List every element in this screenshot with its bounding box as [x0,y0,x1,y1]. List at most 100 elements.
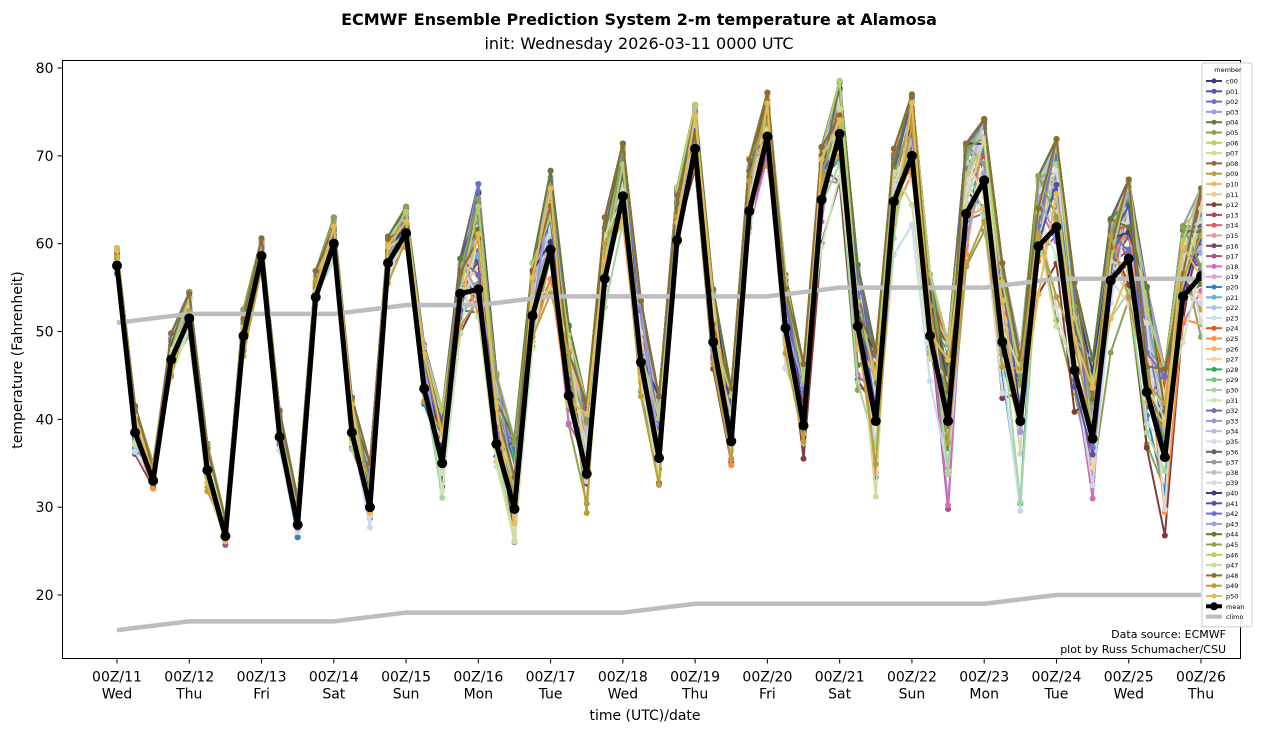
x-tick-label: 00Z/15 [381,670,431,686]
legend-entry-p13: p13 [1206,211,1238,219]
member-point [854,379,861,386]
member-point [1089,451,1096,458]
member-point [1017,365,1024,372]
member-point [330,214,337,221]
member-point [294,534,301,541]
legend-entry-p23: p23 [1206,314,1238,322]
mean-point [672,235,683,246]
legend-label: p39 [1226,479,1238,487]
y-tick-label: 70 [36,149,54,165]
legend-label: p24 [1226,325,1238,333]
legend-marker [1211,78,1217,84]
member-point [619,140,626,147]
legend-marker [1211,171,1217,177]
legend-entry-climo: climo [1206,613,1244,621]
legend-label: p34 [1226,428,1238,436]
mean-point [328,238,339,249]
y-tick-label: 30 [36,500,54,516]
member-point [999,297,1006,304]
legend-label: p21 [1226,294,1238,302]
x-tick-day-label: Sun [899,687,926,703]
member-point [132,448,139,455]
legend-entry-p36: p36 [1206,448,1238,456]
mean-point [491,438,502,449]
legend-label: p38 [1226,469,1238,477]
legend-label: p18 [1226,263,1238,271]
legend-label: p49 [1226,582,1238,590]
x-axis-label: time (UTC)/date [589,708,700,724]
legend-label: mean [1226,603,1244,611]
member-point [656,482,662,489]
legend-entry-p29: p29 [1206,376,1238,384]
data-source-note: Data source: ECMWF [1111,628,1226,641]
member-point [1179,223,1186,230]
member-point [1143,283,1150,290]
member-point [1089,356,1096,363]
legend-label: p42 [1226,510,1238,518]
member-point [1089,396,1096,403]
member-point [511,520,518,527]
member-point [1179,237,1186,244]
member-point [818,144,825,151]
legend: member c00 p01 p02 p03 p04 p05 p06 p07 p08 p09 p10 p… [1201,62,1253,628]
member-point [728,462,735,469]
member-point [1089,464,1096,471]
legend-label: p26 [1226,345,1238,353]
legend-entry-p35: p35 [1206,438,1238,446]
legend-entry-p18: p18 [1206,263,1238,271]
member-point [836,105,843,112]
legend-marker [1211,439,1217,444]
member-point [999,395,1006,402]
member-point [818,156,825,163]
member-point [927,378,933,385]
member-point [908,99,915,106]
member-point [1017,507,1024,514]
member-point [475,231,482,238]
mean-point [1177,291,1188,302]
member-point [1017,428,1024,435]
legend-entry-p15: p15 [1206,232,1238,240]
member-point [1035,230,1042,237]
member-point [746,156,753,163]
legend-label: p47 [1226,562,1238,570]
legend-marker [1211,480,1217,486]
y-axis-label: temperature (Fahrenheit) [10,271,26,448]
mean-point [166,354,177,365]
x-tick-label: 00Z/12 [164,670,214,686]
legend-entry-p08: p08 [1206,160,1238,168]
legend-marker [1211,449,1217,455]
x-tick-label: 00Z/23 [959,670,1009,686]
mean-point [708,337,719,348]
mean-point [545,244,556,255]
mean-point [925,330,935,341]
legend-marker [1211,294,1217,300]
x-tick-label: 00Z/26 [1176,670,1226,686]
legend-label: p46 [1226,551,1238,559]
mean-point [690,143,701,154]
member-point [475,195,482,202]
member-point [385,242,391,249]
legend-label: p09 [1226,170,1238,178]
member-point [1053,181,1060,188]
x-tick-day-label: Sat [322,687,345,703]
legend-entry-p04: p04 [1206,119,1238,127]
legend-entry-p28: p28 [1206,366,1238,374]
mean-point [943,416,954,427]
member-point [1125,248,1132,255]
legend-marker [1211,109,1217,115]
member-point [475,203,482,210]
legend-label: p28 [1226,366,1238,374]
member-point [782,365,789,372]
member-point [511,438,518,445]
member-point [908,201,915,208]
member-point [656,393,662,400]
legend-marker [1211,418,1217,424]
legend-label: p32 [1226,407,1238,415]
x-tick-label: 00Z/13 [237,670,287,686]
mean-point [798,420,809,431]
member-point [1143,306,1150,313]
legend-marker [1211,315,1217,321]
legend-entry-p09: p09 [1206,170,1238,178]
legend-marker [1211,325,1217,331]
